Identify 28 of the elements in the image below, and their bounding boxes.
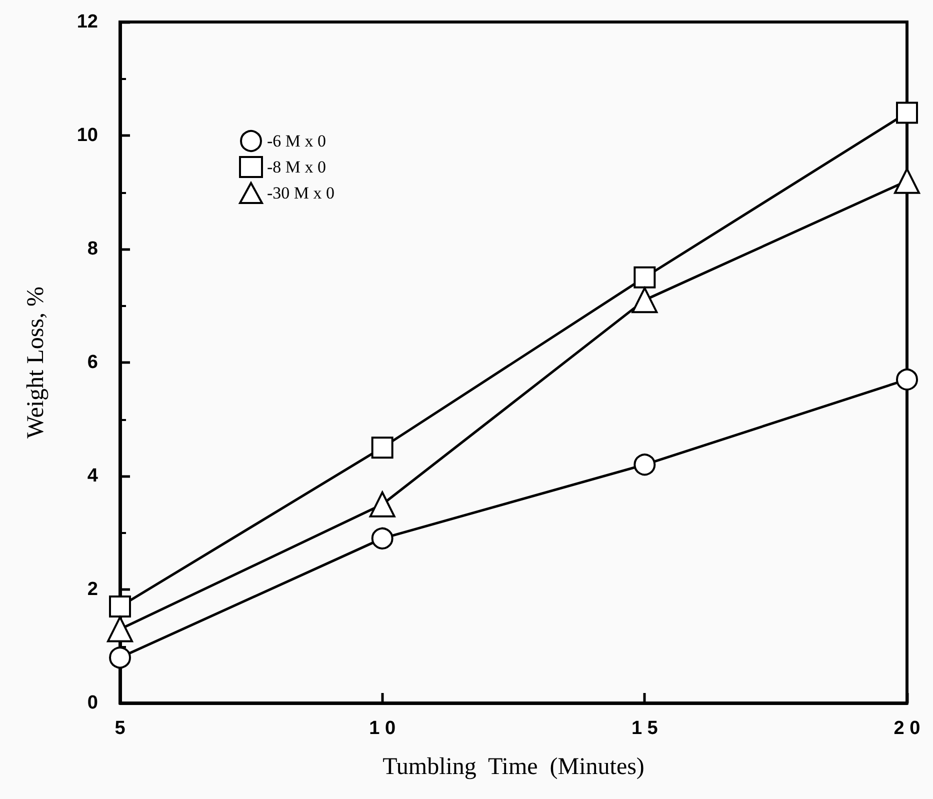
y-tick-label: 12: [76, 12, 98, 32]
y-tick-label: 8: [87, 238, 98, 260]
point: [369, 491, 396, 518]
point: [896, 368, 918, 391]
legend-label: -8 M x 0: [267, 158, 326, 176]
x-axis-title: Tumbling Time (Minutes): [382, 754, 644, 780]
y-tick-label: 10: [76, 125, 98, 146]
point: [371, 436, 394, 459]
y-tick-label: 2: [87, 579, 98, 600]
point: [634, 266, 656, 288]
x-tick-label: 2 0: [894, 718, 920, 739]
y-axis-title: Weight Loss, %: [23, 286, 49, 439]
point: [371, 527, 394, 550]
y-tick-label: 0: [87, 692, 98, 714]
x-tick-label: 1 0: [369, 718, 396, 739]
point: [107, 616, 133, 642]
y-tick-label: 6: [87, 352, 98, 373]
point: [896, 102, 918, 124]
point: [634, 454, 656, 476]
point: [109, 596, 131, 618]
y-tick-label: 4: [87, 466, 98, 486]
point: [632, 287, 658, 314]
x-tick-label: 5: [114, 718, 126, 739]
point: [894, 168, 920, 194]
legend-label: -6 M x 0: [267, 132, 326, 150]
x-tick-label: 1 5: [631, 718, 658, 739]
point: [109, 646, 131, 669]
legend-label: -30 M x 0: [267, 184, 335, 202]
